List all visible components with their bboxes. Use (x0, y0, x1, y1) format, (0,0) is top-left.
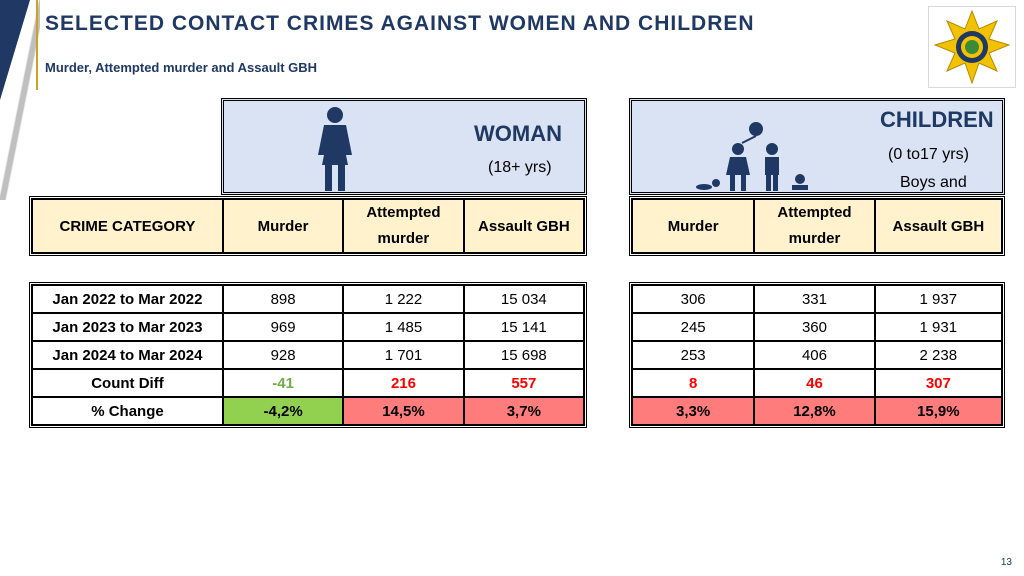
children-header: CHILDREN (0 to17 yrs) Boys and (629, 98, 1005, 195)
children-column-header-table: Murder Attempted murder Assault GBH (629, 196, 1005, 256)
table-cell: 306 (632, 285, 755, 313)
children-icon (696, 122, 808, 191)
table-cell: 46 (754, 369, 875, 397)
page-title: SELECTED CONTACT CRIMES AGAINST WOMEN AN… (45, 12, 755, 35)
table-cell: 928 (222, 341, 344, 369)
table-cell: 3,3% (632, 397, 755, 425)
table-cell: 360 (754, 313, 875, 341)
women-murder-header: Murder (222, 199, 344, 253)
woman-age: (18+ yrs) (488, 159, 552, 176)
children-assault-header: Assault GBH (874, 199, 1002, 253)
saps-logo (928, 6, 1016, 88)
table-row: 253 406 2 238 (632, 341, 1002, 369)
table-cell: 1 931 (874, 313, 1002, 341)
woman-icon (318, 107, 352, 191)
children-title: CHILDREN (880, 107, 994, 132)
row-label: Jan 2022 to Mar 2022 (32, 285, 223, 313)
attempted-label-line2: murder (377, 230, 430, 247)
woman-header: WOMAN (18+ yrs) (221, 98, 587, 195)
attempted-label-line1: Attempted (366, 204, 441, 221)
table-cell: 307 (874, 369, 1002, 397)
table-cell: 15 698 (463, 341, 584, 369)
table-row: Jan 2022 to Mar 2022 898 1 222 15 034 (32, 285, 584, 313)
star-badge-icon (933, 9, 1011, 85)
table-row: Jan 2024 to Mar 2024 928 1 701 15 698 (32, 341, 584, 369)
table-cell: 15 141 (463, 313, 584, 341)
crime-category-header: CRIME CATEGORY (32, 199, 223, 253)
table-cell: 245 (632, 313, 755, 341)
count-diff-row: 8 46 307 (632, 369, 1002, 397)
table-cell: 1 937 (874, 285, 1002, 313)
table-cell: 12,8% (754, 397, 875, 425)
pct-change-row: 3,3% 12,8% 15,9% (632, 397, 1002, 425)
page-number: 13 (1000, 557, 1012, 568)
table-cell: 15,9% (874, 397, 1002, 425)
woman-title: WOMAN (474, 121, 562, 146)
decorative-stripe-gray (0, 0, 40, 200)
row-label: Count Diff (32, 369, 223, 397)
table-cell: 331 (754, 285, 875, 313)
table-cell: 1 222 (343, 285, 464, 313)
table-row: 245 360 1 931 (632, 313, 1002, 341)
children-note: Boys and (900, 174, 967, 191)
table-cell: 3,7% (463, 397, 584, 425)
row-label: % Change (32, 397, 223, 425)
children-age: (0 to17 yrs) (888, 146, 969, 163)
row-label: Jan 2023 to Mar 2023 (32, 313, 223, 341)
table-cell: 557 (463, 369, 584, 397)
table-cell: 2 238 (874, 341, 1002, 369)
women-assault-header: Assault GBH (463, 199, 584, 253)
table-cell: 1 701 (343, 341, 464, 369)
table-cell: 406 (754, 341, 875, 369)
table-cell: -4,2% (222, 397, 344, 425)
children-attempted-murder-header: Attempted murder (754, 199, 875, 253)
table-cell: 1 485 (343, 313, 464, 341)
table-cell: -41 (222, 369, 344, 397)
table-cell: 969 (222, 313, 344, 341)
women-attempted-murder-header: Attempted murder (343, 199, 464, 253)
children-data-table: 306 331 1 937 245 360 1 931 253 406 2 23… (629, 282, 1005, 428)
table-row: 306 331 1 937 (632, 285, 1002, 313)
table-cell: 253 (632, 341, 755, 369)
table-cell: 14,5% (343, 397, 464, 425)
pct-change-row: % Change -4,2% 14,5% 3,7% (32, 397, 584, 425)
attempted-label-line2: murder (788, 230, 841, 247)
table-row: Jan 2023 to Mar 2023 969 1 485 15 141 (32, 313, 584, 341)
women-data-table: Jan 2022 to Mar 2022 898 1 222 15 034 Ja… (29, 282, 587, 428)
page-subtitle: Murder, Attempted murder and Assault GBH (45, 60, 318, 75)
decorative-stripe-gold (36, 0, 38, 90)
table-cell: 216 (343, 369, 464, 397)
women-column-header-table: CRIME CATEGORY Murder Attempted murder A… (29, 196, 587, 256)
children-murder-header: Murder (632, 199, 755, 253)
table-cell: 15 034 (463, 285, 584, 313)
attempted-label-line1: Attempted (777, 204, 852, 221)
row-label: Jan 2024 to Mar 2024 (32, 341, 223, 369)
table-cell: 8 (632, 369, 755, 397)
table-cell: 898 (222, 285, 344, 313)
count-diff-row: Count Diff -41 216 557 (32, 369, 584, 397)
